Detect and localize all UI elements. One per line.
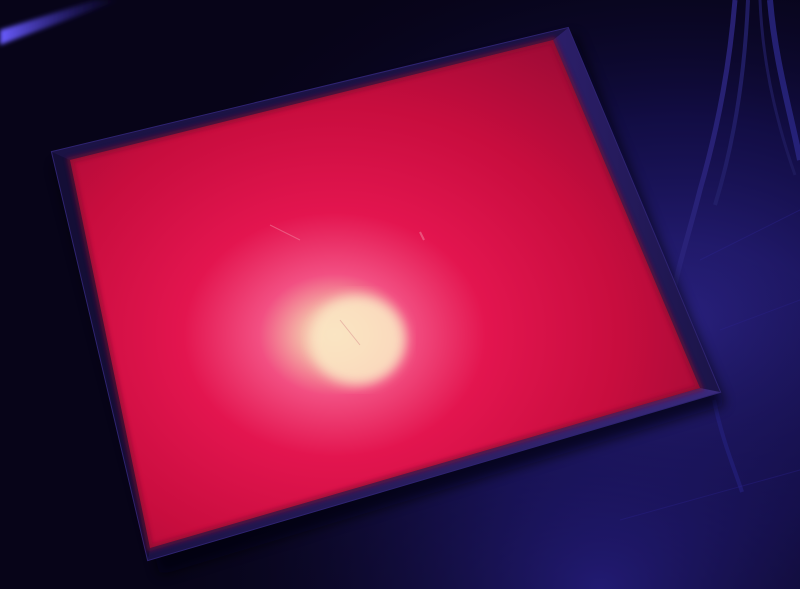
box-top-wall (52, 28, 568, 160)
cable (713, 0, 750, 206)
top-left-light-strip (0, 0, 120, 45)
floor-plank-line (699, 209, 800, 261)
cable (758, 0, 797, 176)
box-left-wall (52, 152, 150, 560)
box-front-wall (148, 388, 720, 560)
cable (712, 399, 744, 493)
scratch (419, 231, 425, 241)
light-hotspot (310, 295, 406, 385)
cable (672, 0, 738, 286)
scratch (269, 224, 301, 241)
floor-plank-line (719, 299, 800, 331)
panel-inner-edge (66, 36, 705, 552)
cable (767, 0, 800, 161)
box-right-wall (553, 28, 720, 392)
red-diffuser-panel (70, 40, 700, 548)
scratch (339, 319, 361, 346)
floor-plank-line (619, 469, 800, 521)
